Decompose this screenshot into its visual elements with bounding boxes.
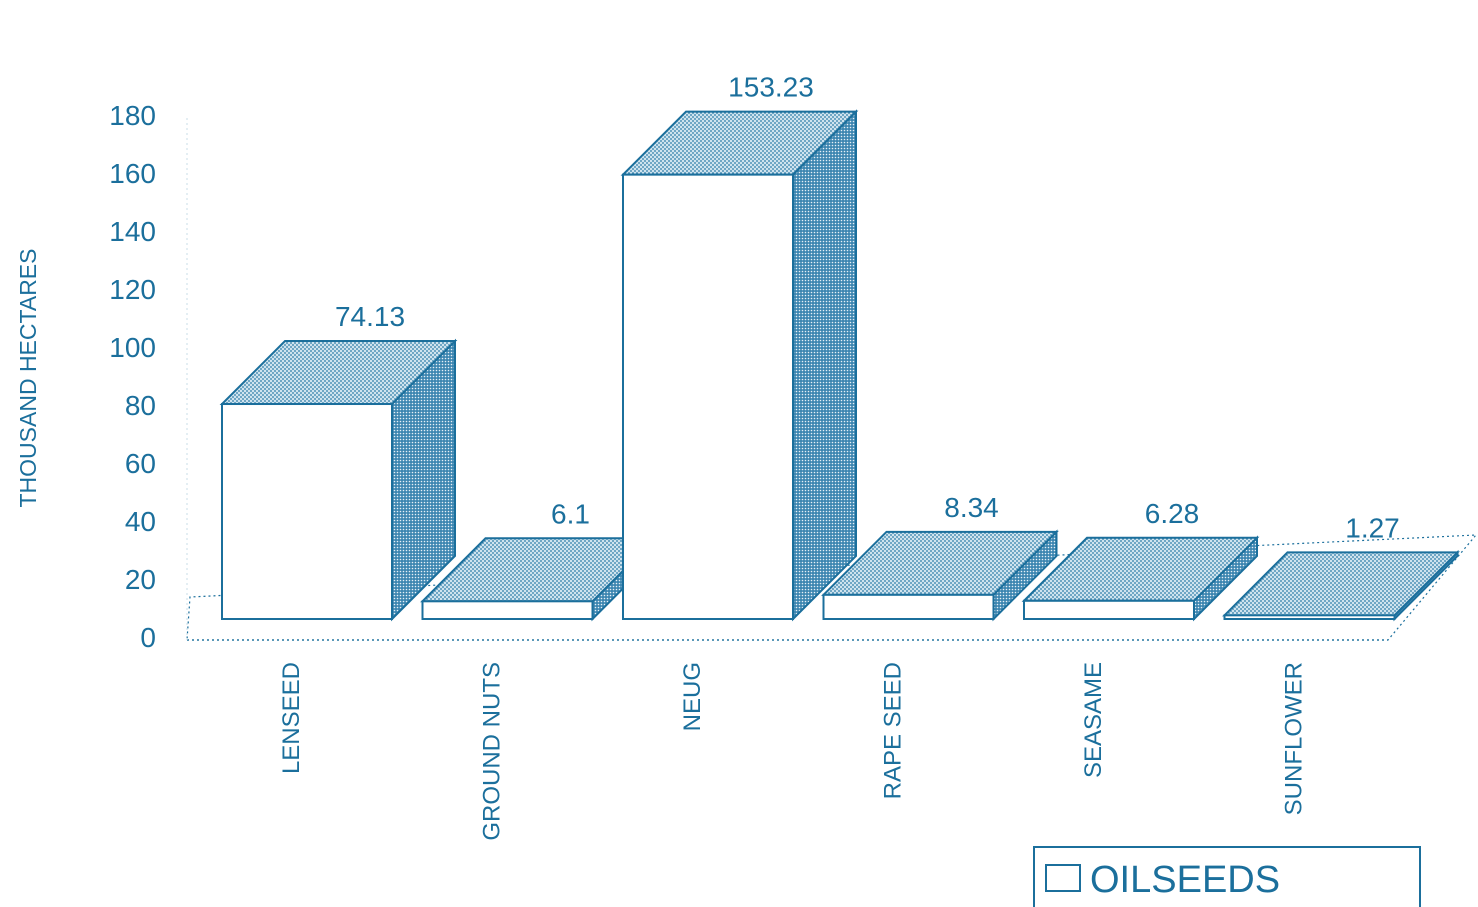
bar <box>1021 535 1260 622</box>
y-axis-title: THOUSAND HECTARES <box>15 249 41 508</box>
y-tick-label: 180 <box>109 100 156 131</box>
y-tick-label: 140 <box>109 216 156 247</box>
bar-front-face <box>1023 599 1195 621</box>
bar-side-face <box>792 109 857 622</box>
legend-box <box>1033 846 1421 907</box>
bar-top-face <box>1222 551 1460 617</box>
y-tick-label: 120 <box>109 274 156 305</box>
x-tick-label: SUNFLOWER <box>1281 662 1308 815</box>
y-tick-label: 160 <box>109 158 156 189</box>
y-tick-label: 40 <box>125 506 156 537</box>
y-tick-label: 20 <box>125 564 156 595</box>
y-tick-label: 100 <box>109 332 156 363</box>
legend: OILSEEDS <box>1033 846 1421 907</box>
data-label: 6.1 <box>551 498 590 529</box>
x-tick-label: RAPE SEED <box>880 662 907 799</box>
bar <box>1222 549 1460 622</box>
bar-front-face <box>221 403 393 621</box>
x-tick-label: SEASAME <box>1080 662 1107 778</box>
data-label: 74.13 <box>335 301 405 332</box>
legend-swatch <box>1045 864 1081 892</box>
bar-front-face <box>622 173 794 620</box>
data-label: 153.23 <box>728 72 814 103</box>
bar <box>821 529 1059 622</box>
data-label: 8.34 <box>944 492 999 523</box>
x-tick-label: GROUND NUTS <box>479 662 506 841</box>
x-tick-label: LENSEED <box>278 662 305 774</box>
y-tick-label: 0 <box>140 622 156 653</box>
bar <box>620 109 859 622</box>
x-tick-label: NEUG <box>679 662 706 731</box>
data-label: 1.27 <box>1345 512 1400 543</box>
bar-front-face <box>1223 614 1396 621</box>
bar-front-face <box>822 593 995 621</box>
bar <box>420 535 658 622</box>
y-tick-label: 60 <box>125 448 156 479</box>
y-tick-label: 80 <box>125 390 156 421</box>
legend-label: OILSEEDS <box>1090 859 1280 901</box>
bar-front-face <box>421 600 594 620</box>
bar <box>219 338 458 622</box>
data-label: 6.28 <box>1145 498 1200 529</box>
